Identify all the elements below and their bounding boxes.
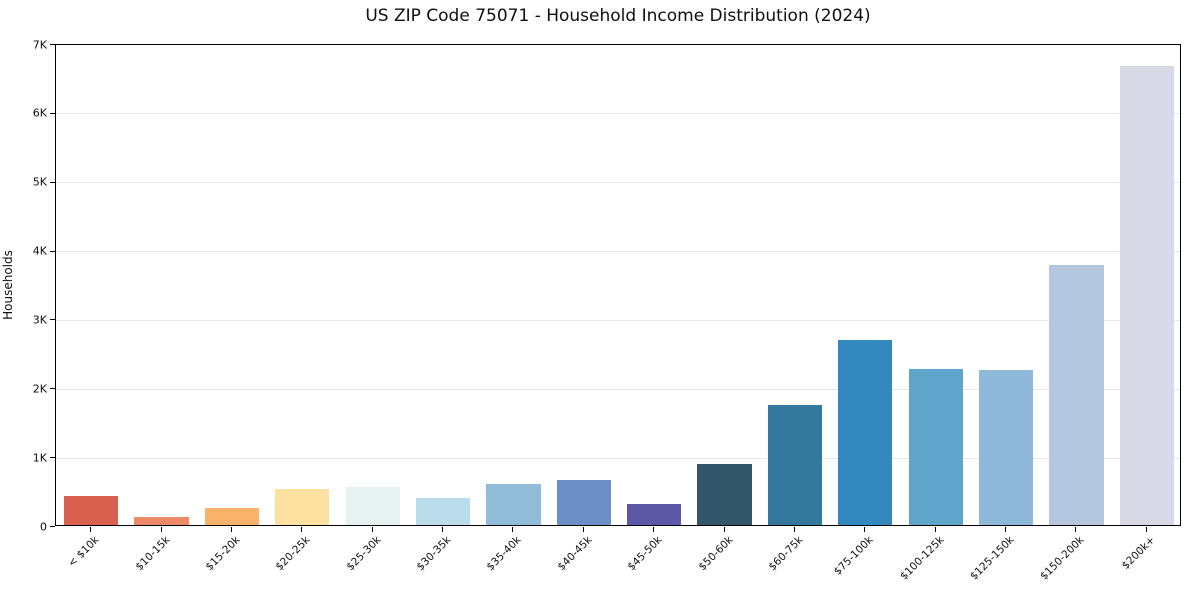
bar-$25-30k bbox=[345, 487, 400, 525]
chart-title: US ZIP Code 75071 - Household Income Dis… bbox=[365, 6, 871, 26]
x-tick-mark-< $10k bbox=[90, 527, 92, 532]
bar-$200k+ bbox=[1119, 66, 1174, 525]
bar-$20-25k bbox=[275, 489, 330, 525]
x-tick-label: $20-25k bbox=[273, 534, 313, 574]
x-tick-label: $125-150k bbox=[968, 534, 1017, 583]
bar-$60-75k bbox=[767, 404, 823, 525]
bar-$45-50k bbox=[627, 504, 682, 525]
x-tick-mark-$75-100k bbox=[864, 527, 866, 532]
bar-$75-100k bbox=[838, 340, 893, 525]
gridline-6K bbox=[56, 113, 1180, 115]
y-tick-label: 7K bbox=[32, 38, 47, 51]
y-tick-label: 3K bbox=[32, 313, 47, 327]
x-tick-label: $200k+ bbox=[1119, 534, 1158, 572]
x-tick-label: $10-15k bbox=[132, 534, 173, 574]
x-tick-mark-$150-200k bbox=[1075, 527, 1077, 532]
y-tick-mark-7K bbox=[50, 44, 55, 45]
x-tick-mark-$200k+ bbox=[1145, 527, 1147, 532]
bar-$50-60k bbox=[697, 463, 752, 525]
y-tick-mark-4K bbox=[50, 250, 55, 252]
y-tick-label: 0 bbox=[40, 520, 47, 533]
x-tick-mark-$35-40k bbox=[512, 527, 514, 532]
x-tick-label: $50-60k bbox=[695, 534, 736, 574]
x-tick-label: $150-200k bbox=[1038, 534, 1087, 583]
bar-< $10k bbox=[64, 496, 119, 525]
plot-area bbox=[55, 44, 1181, 526]
x-tick-mark-$40-45k bbox=[582, 527, 584, 532]
gridline-3K bbox=[56, 319, 1180, 321]
y-tick-mark-5K bbox=[50, 181, 55, 183]
x-tick-mark-$30-35k bbox=[442, 527, 444, 532]
x-tick-mark-$25-30k bbox=[371, 527, 373, 532]
x-tick-mark-$10-15k bbox=[160, 527, 162, 532]
x-tick-mark-$100-125k bbox=[934, 527, 936, 532]
y-tick-label: 2K bbox=[32, 382, 47, 396]
x-tick-mark-$15-20k bbox=[230, 527, 232, 532]
gridline-2K bbox=[56, 388, 1180, 390]
x-tick-label: $45-50k bbox=[625, 534, 665, 574]
y-tick-mark-1K bbox=[50, 457, 55, 459]
x-tick-label: $15-20k bbox=[203, 534, 243, 574]
x-tick-label: $40-45k bbox=[555, 534, 595, 574]
gridline-5K bbox=[56, 182, 1180, 184]
x-tick-mark-$60-75k bbox=[793, 527, 795, 532]
bar-$15-20k bbox=[204, 508, 260, 525]
bar-$30-35k bbox=[415, 498, 471, 525]
x-tick-label: $60-75k bbox=[766, 534, 806, 574]
x-tick-mark-$50-60k bbox=[723, 527, 725, 532]
x-tick-mark-$20-25k bbox=[301, 527, 303, 532]
x-tick-label: < $10k bbox=[66, 534, 102, 570]
x-tick-mark-$45-50k bbox=[653, 527, 655, 532]
bar-$150-200k bbox=[1049, 264, 1104, 525]
y-tick-mark-0 bbox=[50, 526, 55, 527]
y-tick-label: 6K bbox=[32, 106, 47, 120]
bar-$35-40k bbox=[486, 483, 541, 525]
y-tick-mark-2K bbox=[50, 388, 55, 390]
y-tick-label: 4K bbox=[32, 244, 47, 258]
x-tick-mark-$125-150k bbox=[1005, 527, 1007, 532]
y-tick-mark-6K bbox=[50, 112, 55, 114]
y-axis-label: Households bbox=[1, 250, 15, 320]
x-tick-label: $75-100k bbox=[831, 534, 876, 578]
x-tick-label: $25-30k bbox=[344, 534, 384, 574]
y-tick-mark-3K bbox=[50, 319, 55, 321]
x-tick-label: $35-40k bbox=[484, 534, 524, 574]
gridline-4K bbox=[56, 251, 1180, 253]
bar-$40-45k bbox=[556, 479, 611, 525]
gridline-1K bbox=[56, 457, 1180, 459]
x-tick-label: $100-125k bbox=[897, 534, 947, 583]
x-tick-label: $30-35k bbox=[414, 534, 454, 574]
bar-$125-150k bbox=[978, 370, 1034, 525]
bar-$10-15k bbox=[134, 516, 189, 525]
bar-$100-125k bbox=[908, 368, 963, 525]
y-tick-label: 1K bbox=[32, 451, 47, 465]
y-tick-label: 5K bbox=[32, 175, 47, 189]
